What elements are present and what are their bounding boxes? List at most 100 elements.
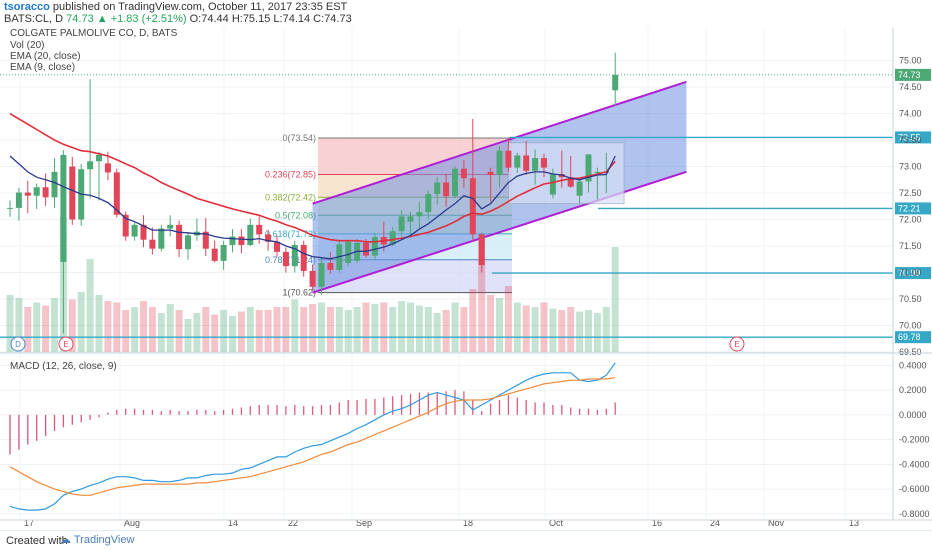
- price-tick-label: 73.50: [899, 135, 922, 145]
- price-tick-label: 74.50: [899, 82, 922, 92]
- price-change: +1.83 (+2.51%): [110, 13, 187, 25]
- high-value: H:75.15: [231, 13, 271, 25]
- candle-body: [585, 154, 592, 182]
- candle-body: [265, 234, 272, 242]
- volume-bar: [6, 295, 14, 352]
- macd-tick-label: -0.6000: [899, 484, 930, 494]
- volume-bar: [389, 307, 397, 352]
- up-arrow-icon: ▲: [96, 13, 108, 25]
- volume-bar: [15, 298, 23, 352]
- dividend-marker[interactable]: D: [10, 336, 26, 352]
- candle-body: [202, 231, 209, 249]
- candle-body: [185, 235, 191, 250]
- published-text: published on TradingView.com, October 11…: [52, 1, 348, 13]
- price-tick-label: 70.50: [899, 294, 922, 304]
- marker-e2-label: E: [734, 340, 739, 349]
- earnings-marker-aug[interactable]: E: [58, 336, 74, 352]
- volume-bar: [175, 310, 183, 352]
- volume-bar: [68, 299, 76, 352]
- volume-bar: [229, 316, 236, 352]
- candle-body: [42, 187, 49, 198]
- volume-bar: [157, 313, 165, 352]
- candle-body: [576, 181, 583, 196]
- chart-header: tsoracco published on TradingView.com, O…: [0, 0, 932, 28]
- price-chart[interactable]: 0(73.54) 0.236(72.85) 0.382(72.42) 0.5(72.0…: [0, 28, 932, 530]
- candle-body: [113, 172, 120, 215]
- tradingview-logo[interactable]: ☁ TradingView: [60, 534, 135, 546]
- candle-body: [549, 173, 556, 195]
- candle-body: [69, 166, 76, 220]
- volume-bar: [264, 310, 272, 352]
- volume-bar: [318, 302, 325, 352]
- level-price-tag: [895, 331, 931, 344]
- fib-label: 0.618(71.73): [265, 229, 316, 239]
- time-tick-label: Aug: [124, 518, 140, 528]
- candle-body: [176, 224, 183, 250]
- volume-bar: [237, 311, 245, 352]
- earnings-marker-oct[interactable]: E: [729, 336, 745, 352]
- candle-body: [327, 262, 334, 270]
- volume-bar: [113, 302, 121, 352]
- price-tick-label: 73.00: [899, 162, 922, 172]
- candle-body: [256, 224, 263, 235]
- marker-d-label: D: [15, 340, 21, 349]
- candle-body: [7, 207, 13, 209]
- macd-tick-label: -0.4000: [899, 459, 930, 469]
- volume-bar: [211, 314, 219, 352]
- candle-body: [567, 177, 574, 187]
- candle-body: [309, 270, 316, 287]
- macd-tick-label: 0.0000: [899, 410, 927, 420]
- volume-bar: [95, 295, 103, 352]
- candle-body: [131, 224, 138, 237]
- price-tick-label: 75.00: [899, 56, 922, 66]
- level-price-tag: [895, 131, 931, 144]
- time-tick-label: 18: [463, 518, 473, 528]
- volume-bar: [576, 311, 584, 352]
- candle-body: [416, 212, 423, 217]
- last-price-tag: [895, 68, 931, 81]
- volume-bar: [398, 301, 406, 352]
- candle-body: [33, 187, 40, 196]
- candle-body: [87, 161, 94, 170]
- macd-tick-label: -0.8000: [899, 509, 930, 519]
- volume-bar: [309, 304, 317, 352]
- volume-bar: [460, 307, 468, 352]
- author-link[interactable]: tsoracco: [4, 1, 50, 13]
- fib-label: 0.786(71.24): [265, 255, 316, 265]
- time-tick-label: Oct: [549, 518, 564, 528]
- volume-bar: [478, 235, 486, 352]
- channel-upper-line: [312, 80, 687, 205]
- price-tick-label: 71.50: [899, 241, 922, 251]
- fib-label: 0.236(72.85): [265, 170, 316, 180]
- fib-label: 0.382(72.42): [265, 192, 316, 202]
- volume-bar: [51, 298, 58, 352]
- time-tick-label: Sep: [356, 518, 372, 528]
- candle-body: [220, 244, 227, 261]
- candle-body: [487, 171, 494, 176]
- candle-body: [24, 192, 31, 196]
- macd-line: [9, 362, 616, 511]
- volume-bar: [549, 308, 557, 352]
- volume-bar: [371, 304, 379, 352]
- level-price-label: 72.21: [898, 203, 921, 213]
- candle-body: [443, 182, 450, 197]
- level-price-label: 69.78: [898, 332, 921, 342]
- fib-label: 0.5(72.08): [275, 210, 316, 220]
- volume-bar: [407, 302, 414, 352]
- time-tick-label: 24: [710, 518, 720, 528]
- volume-bar: [33, 302, 41, 352]
- candle-body: [149, 239, 156, 249]
- volume-bar: [300, 307, 308, 352]
- candle-body: [122, 214, 129, 237]
- last-price-label: 74.73: [898, 70, 921, 80]
- candle-body: [274, 241, 280, 252]
- candle-body: [460, 168, 467, 179]
- candle-body: [514, 155, 521, 168]
- legend-title: COLGATE PALMOLIVE CO, D, BATS: [10, 28, 178, 39]
- time-tick-label: 22: [288, 518, 298, 528]
- volume-bar: [362, 302, 370, 352]
- volume-bar: [291, 299, 299, 352]
- candle-body: [398, 216, 405, 232]
- level-price-label: 70.99: [898, 268, 921, 278]
- candle-body: [247, 224, 254, 245]
